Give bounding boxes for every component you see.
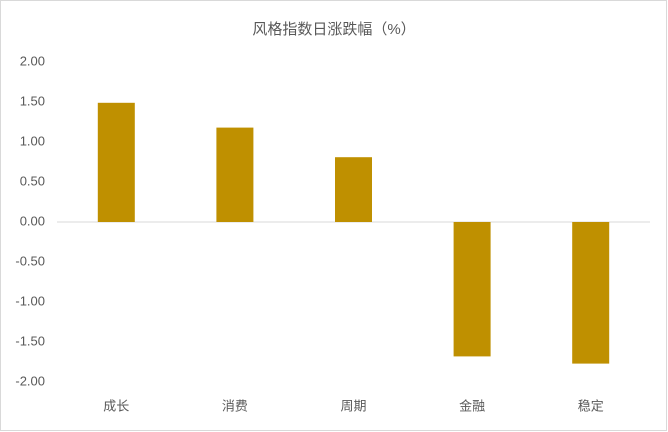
x-tick-label: 消费 bbox=[222, 398, 248, 413]
y-tick-label: 1.00 bbox=[20, 133, 45, 148]
y-tick-label: -2.00 bbox=[15, 373, 45, 388]
y-tick-label: -1.50 bbox=[15, 333, 45, 348]
y-tick-label: -0.50 bbox=[15, 253, 45, 268]
x-tick-label: 稳定 bbox=[578, 398, 604, 413]
bar bbox=[572, 222, 610, 364]
x-tick-label: 周期 bbox=[340, 398, 366, 413]
y-tick-label: 2.00 bbox=[20, 53, 45, 68]
bar bbox=[335, 157, 372, 222]
bar bbox=[453, 222, 491, 357]
y-tick-label: 1.50 bbox=[20, 93, 45, 108]
bar bbox=[97, 102, 135, 222]
x-tick-label: 成长 bbox=[103, 398, 129, 413]
chart-title: 风格指数日涨跌幅（%） bbox=[252, 21, 415, 38]
bar bbox=[216, 127, 254, 222]
y-tick-label: -1.00 bbox=[15, 293, 45, 308]
x-tick-label: 金融 bbox=[459, 398, 485, 413]
y-tick-label: 0.00 bbox=[20, 213, 45, 228]
y-tick-label: 0.50 bbox=[20, 173, 45, 188]
